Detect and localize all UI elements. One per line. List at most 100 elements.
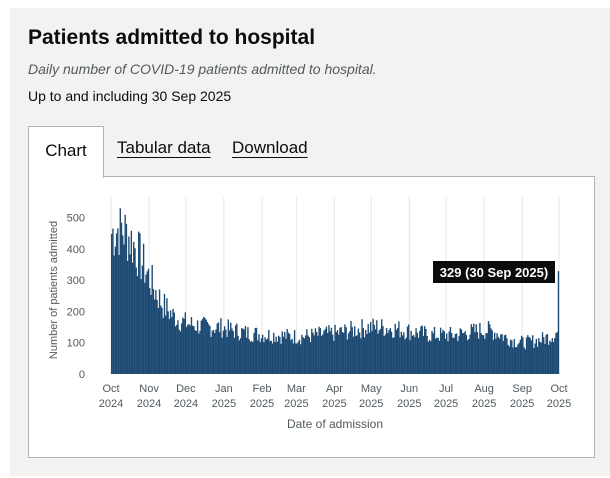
bar[interactable]: [443, 331, 445, 374]
bar[interactable]: [172, 308, 174, 374]
bar[interactable]: [420, 326, 422, 374]
bar[interactable]: [496, 333, 498, 374]
bar[interactable]: [455, 333, 458, 374]
bar[interactable]: [378, 330, 380, 374]
bar[interactable]: [270, 340, 272, 374]
bar[interactable]: [339, 327, 341, 374]
bar[interactable]: [529, 338, 531, 374]
bar[interactable]: [503, 335, 506, 374]
bar[interactable]: [219, 332, 221, 374]
bar[interactable]: [363, 337, 366, 374]
bar[interactable]: [466, 340, 469, 374]
bar[interactable]: [482, 335, 485, 374]
bar[interactable]: [131, 262, 134, 374]
bar[interactable]: [490, 328, 492, 374]
bar[interactable]: [475, 324, 477, 374]
bar[interactable]: [406, 326, 409, 374]
bar[interactable]: [361, 319, 363, 374]
bar[interactable]: [487, 321, 490, 374]
bar[interactable]: [412, 334, 415, 374]
bar[interactable]: [362, 327, 364, 374]
bar[interactable]: [547, 344, 550, 374]
bar[interactable]: [379, 328, 382, 374]
bar[interactable]: [535, 338, 538, 374]
bar[interactable]: [417, 337, 420, 374]
bar[interactable]: [274, 342, 276, 374]
bar[interactable]: [179, 331, 182, 374]
bar[interactable]: [431, 331, 433, 374]
bar[interactable]: [540, 342, 542, 374]
bar[interactable]: [383, 336, 385, 374]
bar[interactable]: [552, 342, 555, 374]
bar[interactable]: [207, 324, 210, 374]
bar[interactable]: [319, 327, 322, 374]
bar[interactable]: [177, 320, 179, 374]
bar[interactable]: [481, 335, 484, 374]
bar[interactable]: [291, 338, 293, 374]
bar[interactable]: [192, 325, 194, 374]
bar[interactable]: [498, 338, 501, 374]
bar[interactable]: [333, 341, 335, 374]
bar[interactable]: [400, 331, 403, 374]
bar[interactable]: [350, 321, 352, 374]
bar[interactable]: [546, 334, 549, 374]
bar[interactable]: [266, 338, 269, 374]
bar[interactable]: [157, 308, 160, 374]
bar[interactable]: [524, 349, 527, 374]
bar[interactable]: [233, 337, 236, 374]
bar[interactable]: [447, 341, 449, 374]
bar[interactable]: [285, 338, 287, 374]
bar[interactable]: [313, 335, 315, 374]
bar[interactable]: [242, 328, 244, 374]
bar[interactable]: [471, 327, 474, 374]
bar[interactable]: [512, 347, 514, 374]
bar[interactable]: [156, 300, 158, 374]
bar[interactable]: [357, 328, 360, 374]
bar[interactable]: [338, 334, 340, 374]
bar[interactable]: [501, 334, 503, 374]
bar[interactable]: [497, 336, 500, 374]
bar[interactable]: [328, 325, 330, 374]
bar[interactable]: [280, 343, 282, 374]
bar[interactable]: [269, 341, 271, 374]
bar[interactable]: [166, 298, 168, 374]
bar[interactable]: [204, 318, 206, 374]
bar[interactable]: [307, 335, 309, 374]
bar[interactable]: [215, 329, 217, 374]
bar[interactable]: [340, 327, 342, 374]
bar[interactable]: [556, 331, 558, 374]
bar[interactable]: [465, 334, 468, 374]
bar[interactable]: [158, 289, 161, 374]
bar[interactable]: [317, 335, 319, 374]
bar[interactable]: [173, 312, 175, 374]
bar[interactable]: [427, 341, 430, 374]
bar[interactable]: [275, 336, 277, 374]
bar[interactable]: [516, 347, 518, 374]
bar[interactable]: [141, 265, 144, 374]
bar[interactable]: [259, 342, 261, 374]
bar[interactable]: [365, 330, 367, 374]
bar[interactable]: [312, 332, 314, 374]
bar[interactable]: [151, 265, 153, 374]
bar[interactable]: [541, 332, 544, 374]
bar[interactable]: [480, 333, 482, 374]
bar[interactable]: [457, 341, 459, 374]
bar[interactable]: [126, 260, 129, 374]
bar[interactable]: [409, 340, 411, 374]
bar[interactable]: [273, 332, 275, 374]
bar[interactable]: [433, 326, 436, 374]
bar[interactable]: [203, 316, 205, 374]
bar[interactable]: [147, 268, 150, 374]
bar[interactable]: [134, 248, 136, 374]
bar[interactable]: [238, 340, 241, 374]
bar[interactable]: [239, 338, 242, 374]
bar[interactable]: [168, 319, 171, 374]
bar[interactable]: [459, 328, 461, 374]
bar[interactable]: [248, 339, 250, 374]
bar[interactable]: [373, 325, 376, 374]
bar[interactable]: [276, 341, 279, 374]
bar[interactable]: [415, 328, 417, 374]
bar[interactable]: [247, 327, 249, 374]
bar[interactable]: [228, 330, 231, 374]
bar[interactable]: [354, 326, 356, 374]
